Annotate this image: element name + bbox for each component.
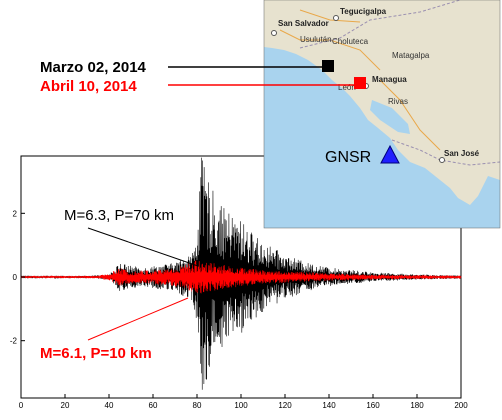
legend-label-red: Abril 10, 2014 — [40, 78, 137, 95]
legend-label-black: Marzo 02, 2014 — [40, 59, 147, 76]
map-inset: Tegucigalpa San Salvador Usulután Cholut… — [263, 0, 501, 229]
x-tick-label: 100 — [234, 401, 248, 410]
x-tick-label: 0 — [19, 401, 24, 410]
place-label: Matagalpa — [392, 51, 430, 60]
traces — [20, 157, 462, 390]
x-tick-label: 160 — [366, 401, 380, 410]
place-label: León — [338, 83, 356, 92]
x-tick-label: 60 — [149, 401, 158, 410]
lake-nicaragua — [370, 100, 410, 134]
legend: Marzo 02, 2014 Abril 10, 2014 — [40, 59, 356, 95]
y-tick-label: 0 — [13, 273, 18, 282]
annotation-pointer-red — [87, 297, 189, 341]
annotation-black: M=6.3, P=70 km — [64, 207, 174, 224]
place-label: Choluteca — [332, 37, 369, 46]
station-triangle-icon — [380, 144, 400, 164]
annotations: M=6.3, P=70 km M=6.1, P=10 km — [40, 207, 199, 362]
station-label: GNSR — [325, 149, 371, 166]
map-border — [263, 0, 501, 229]
event-marker-black — [322, 60, 334, 72]
x-tick-label: 140 — [322, 401, 336, 410]
city-marker — [271, 30, 277, 36]
place-label: San Salvador — [278, 19, 329, 28]
place-label: Tegucigalpa — [340, 7, 387, 16]
annotation-pointer-black — [87, 227, 199, 267]
axes: 0 20 40 60 80 100 120 140 160 180 200 -2 0 2 — [10, 209, 468, 410]
x-tick-label: 80 — [193, 401, 202, 410]
series-line-red — [20, 260, 462, 294]
annotation-red: M=6.1, P=10 km — [40, 345, 152, 362]
city-marker — [333, 15, 339, 21]
city-marker — [439, 157, 445, 163]
place-label: Managua — [372, 75, 407, 84]
x-tick-label: 200 — [454, 401, 468, 410]
map-places: Tegucigalpa San Salvador Usulután Cholut… — [278, 7, 480, 158]
event-marker-red — [354, 77, 366, 89]
place-label: San José — [444, 149, 480, 158]
map-land — [264, 0, 500, 205]
x-tick-label: 40 — [105, 401, 114, 410]
y-tick-label: 2 — [13, 209, 18, 218]
x-tick-label: 120 — [278, 401, 292, 410]
place-label: Rivas — [388, 97, 408, 106]
place-label: Usulután — [300, 35, 332, 44]
x-tick-label: 20 — [61, 401, 70, 410]
y-tick-label: -2 — [10, 337, 18, 346]
x-tick-label: 180 — [410, 401, 424, 410]
